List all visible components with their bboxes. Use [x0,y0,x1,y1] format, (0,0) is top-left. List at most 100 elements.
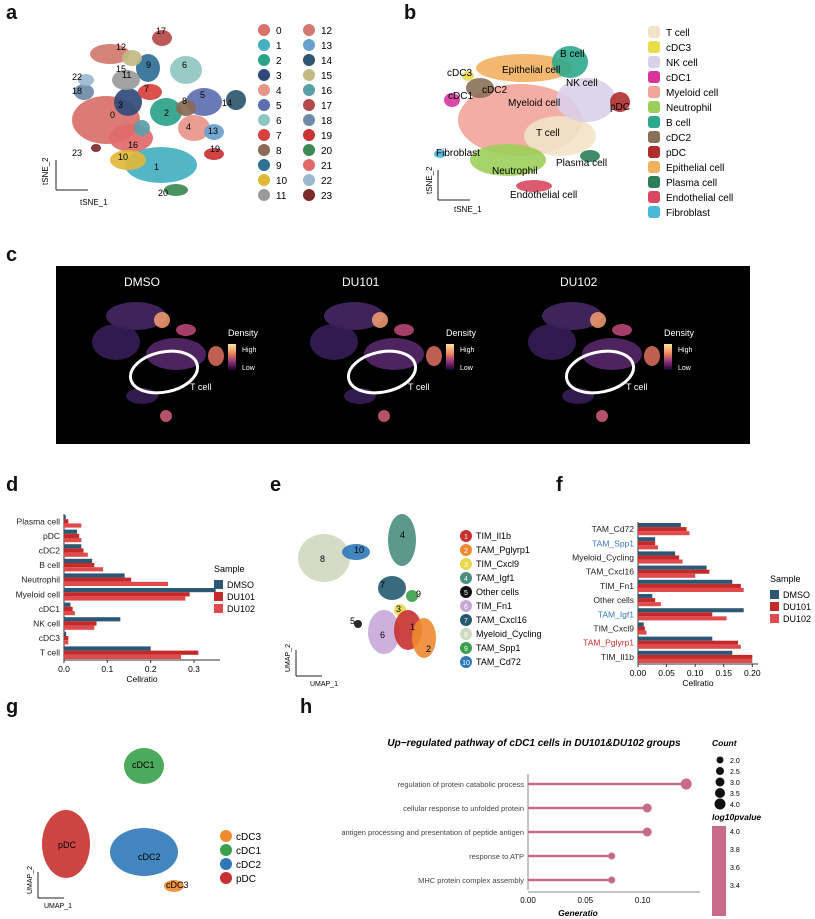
density-plot-du101: DU101 T cell Density High Low [310,275,477,422]
bar-dmso [638,537,656,542]
cluster-blob-19 [204,148,224,160]
legend-label-9: TAM_Spp1 [476,643,520,653]
cluster-label-9: 9 [146,60,151,70]
panel-f-bar-chart: TAM_Cd72 TAM_Spp1 Myeloid_Cycling TAM_Cxcl1… [572,522,811,688]
legend-label-cdc1: cDC1 [236,846,261,857]
legend-swatch-t-cell [648,26,660,38]
density-region [324,302,384,330]
pathway-label: regulation of protein catabolic process [398,780,525,789]
category-label: NK cell [33,619,60,629]
category-label: TAM_Igf1 [598,609,634,619]
legend-label: Epithelial cell [666,163,724,174]
bar-du101 [638,640,738,645]
bar-du101 [638,555,680,560]
category-label: Plasma cell [17,516,61,526]
bar-dmso [638,622,644,627]
blob-fibroblast [434,150,446,158]
color-legend-label: 3.6 [730,865,740,872]
x-tick-label: 0.2 [145,664,157,674]
map-label-myeloid: Myeloid cell [508,98,560,109]
legend-label-2: 2 [276,56,282,67]
bar-dmso [638,636,713,641]
legend-label-du102: DU102 [227,604,255,614]
blob-endothelial-cell [516,180,552,192]
bar-du102 [638,616,727,621]
size-legend-dot [714,798,726,810]
category-label: Neutrophil [21,575,60,585]
density-low-label: Low [678,365,692,372]
legend-swatch-neutrophil [648,101,660,113]
tcell-annotation: T cell [190,382,211,392]
legend-label-13: 13 [321,41,333,52]
blob-b-cell [552,46,588,78]
legend-title: Sample [214,564,245,574]
bar-dmso [64,515,66,520]
panel-label-f: f [556,474,563,496]
legend-swatch-9 [258,159,270,171]
bar-dmso [64,631,67,636]
legend-label-pdc: pDC [236,874,256,885]
cluster-label-10: 10 [118,152,128,162]
cluster-blob-4 [178,115,210,141]
x-axis-label: Cellratio [682,678,713,688]
legend-swatch-17 [303,99,315,111]
size-legend-label: 2.0 [730,758,740,765]
legend-swatch-20 [303,144,315,156]
legend-label-11: 11 [276,191,287,202]
legend-label: cDC2 [666,133,691,144]
legend-label: NK cell [666,58,698,69]
bar-du102 [638,531,690,536]
density-plot-du102: DU102 T cell Density High Low [528,275,695,422]
legend-label-20: 20 [321,146,333,157]
legend-swatch-4 [258,84,270,96]
tcell-annotation: T cell [626,382,647,392]
umap-clusters [298,514,436,658]
legend-label-3: TIM_Cxcl9 [476,559,519,569]
legend-dot-9 [460,642,472,654]
panel-label-a: a [6,2,18,24]
legend-num-2: 2 [464,548,468,555]
cluster-blob-11 [112,70,140,90]
size-legend-dot [716,756,724,764]
density-region [426,346,442,366]
dc-cluster-cdc1 [124,748,164,784]
cluster-num-2: 2 [426,644,431,654]
panel-e-umap: 10 4 8 7 9 3 5 6 1 2 UMAP_1 UMAP_2 1 TIM_… [285,514,542,688]
map-label-pdc: pDC [58,840,77,850]
cluster-blob-7 [138,84,162,100]
legend-dot-pdc [220,872,232,884]
cluster-blob-18 [74,84,94,100]
bar-du102 [64,625,95,630]
density-region [154,312,170,328]
legend-swatch-b-cell [648,116,660,128]
bar-du102 [638,587,744,592]
legend-label-5: 5 [276,101,282,112]
color-legend-label: 3.4 [730,883,740,890]
blob-cdc2 [466,78,494,98]
legend-swatch-21 [303,159,315,171]
bar-dmso [64,558,93,563]
legend-swatch-pdc [648,146,660,158]
cluster-label-12: 12 [116,42,126,52]
bar-du102 [638,630,647,635]
color-legend-label: 3.8 [730,847,740,854]
legend-num-3: 3 [464,562,468,569]
legend-label-1: 1 [276,41,282,52]
cluster-label-23: 23 [72,148,82,158]
cluster-blob-8 [176,100,196,116]
legend-label-0: 0 [276,26,282,37]
density-high-label: High [678,347,693,354]
bar-dmso [64,602,71,607]
legend-label-cdc2: cDC2 [236,860,261,871]
bar-dmso [64,544,82,549]
cluster-label-16: 16 [128,140,138,150]
cluster-label-8: 8 [182,96,187,106]
legend-swatch-3 [258,69,270,81]
legend-label-21: 21 [321,161,333,172]
bar-du102 [638,658,753,663]
legend-swatch-14 [303,54,315,66]
dc-cluster-cdc2 [110,828,178,876]
bar-dmso [64,646,151,651]
map-label-epithelial: Epithelial cell [502,65,560,76]
